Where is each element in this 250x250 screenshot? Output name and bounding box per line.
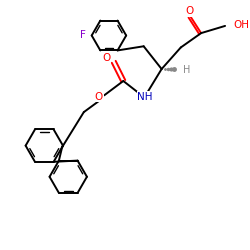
Text: H: H bbox=[183, 65, 190, 75]
Text: F: F bbox=[80, 30, 86, 40]
Text: NH: NH bbox=[137, 92, 152, 102]
Text: O: O bbox=[185, 6, 193, 16]
Text: O: O bbox=[95, 92, 103, 102]
Text: O: O bbox=[102, 53, 111, 63]
Text: OH: OH bbox=[234, 20, 250, 30]
